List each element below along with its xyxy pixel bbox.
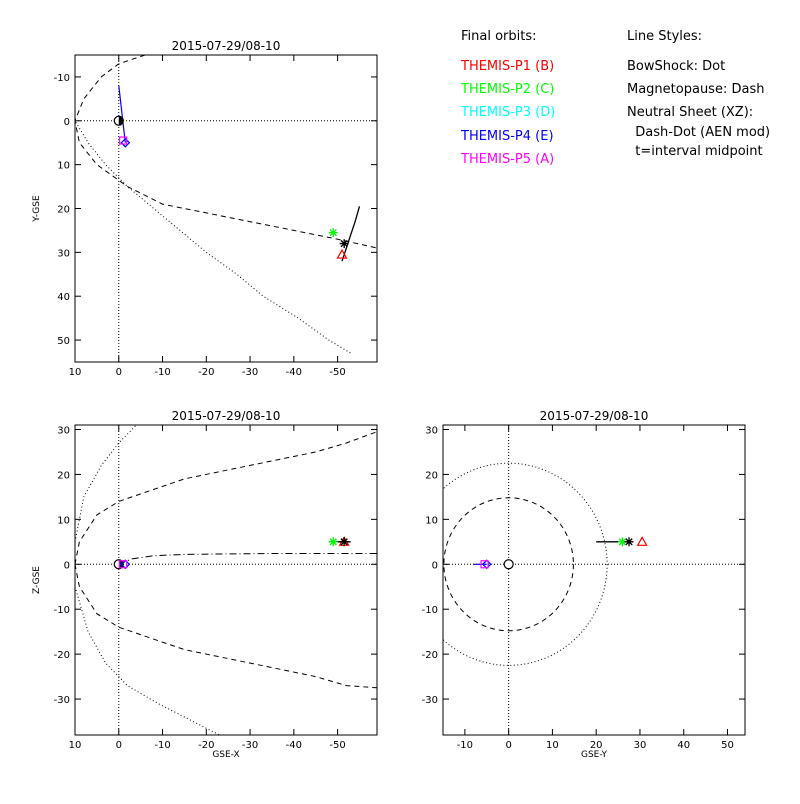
legend-style-bowshock: BowShock: Dot	[627, 59, 725, 74]
x-tick-label: -10	[154, 367, 170, 378]
legend-probe-p5: THEMIS-P5 (A)	[460, 152, 554, 167]
y-tick-label: 0	[432, 560, 438, 571]
y-tick-label: -30	[422, 695, 438, 706]
curve-bow-shock-south	[75, 586, 220, 735]
plot-panels: 10 0 -10 -20 -30 -40 -50 -10 0 10 20 30 40 50 2015-07-…	[32, 39, 746, 760]
legend-probe-p4: THEMIS-P4 (E)	[460, 129, 554, 144]
x-tick-label: -30	[242, 367, 258, 378]
x-axis-title: GSE-X	[212, 750, 239, 760]
y-tick-label: 0	[64, 117, 70, 128]
legend-probe-p3: THEMIS-P3 (D)	[460, 105, 555, 120]
panel-plot-area	[75, 55, 377, 362]
x-tick-label: -30	[242, 740, 258, 751]
legend-style-midpoint: t=interval midpoint	[627, 144, 763, 159]
panel-title: 2015-07-29/08-10	[172, 409, 281, 423]
y-tick-label: 0	[64, 560, 70, 571]
earth-symbol	[113, 115, 124, 126]
legend-style-dashdot: Dash-Dot (AEN mod)	[627, 125, 770, 140]
x-tick-label: -20	[198, 740, 214, 751]
panel-title: 2015-07-29/08-10	[172, 39, 281, 53]
marker-p2	[328, 537, 338, 547]
y-tick-label: 10	[425, 515, 438, 526]
x-tick-label: 10	[69, 367, 82, 378]
legend-orbits-header: Final orbits:	[461, 29, 537, 44]
legend-style-magnetopause: Magnetopause: Dash	[627, 82, 764, 97]
panel-2: 10 0 -10 -20 -30 -40 -50 -30 -20 -10 0 10 20 30 2015-0…	[32, 409, 378, 760]
x-tick-label: 10	[546, 740, 559, 751]
earth-symbol	[503, 559, 514, 570]
x-tick-label: -10	[154, 740, 170, 751]
y-tick-label: -20	[54, 650, 70, 661]
panel-plot-area	[443, 425, 745, 735]
panel-1: 10 0 -10 -20 -30 -40 -50 -10 0 10 20 30 40 50 2015-07-…	[32, 39, 378, 378]
x-tick-label: 40	[677, 740, 690, 751]
y-tick-label: -10	[422, 605, 438, 616]
x-tick-label: 0	[116, 740, 122, 751]
marker-p5	[119, 136, 128, 145]
legend-probe-p2: THEMIS-P2 (C)	[460, 82, 554, 97]
curve-orbit-p1	[341, 206, 361, 262]
x-tick-label: 0	[505, 740, 511, 751]
y-tick-label: 50	[57, 336, 70, 347]
x-tick-label: -50	[329, 740, 345, 751]
marker-p1-orbit-marker	[624, 537, 634, 547]
probe-orbit-tail	[118, 85, 126, 143]
legend-style-neutral-sheet: Neutral Sheet (XZ):	[627, 105, 753, 120]
y-tick-label: 40	[57, 292, 70, 303]
curve-magnetopause-south	[75, 564, 377, 689]
marker-p1-orbit-marker	[339, 537, 349, 547]
y-tick-label: -30	[54, 695, 70, 706]
boundary-magnetopause	[443, 497, 574, 632]
marker-p4	[120, 137, 131, 148]
curve-neutral-sheet	[118, 553, 377, 565]
x-tick-label: 0	[116, 367, 122, 378]
y-tick-label: -20	[422, 650, 438, 661]
y-tick-label: 30	[57, 425, 70, 436]
y-axis-title: Z-GSE	[32, 566, 42, 594]
x-tick-label: 50	[721, 740, 734, 751]
marker-p1	[636, 536, 648, 546]
marker-p2	[617, 537, 627, 547]
y-tick-label: 20	[425, 470, 438, 481]
marker-p1	[336, 248, 348, 259]
y-tick-label: 30	[425, 425, 438, 436]
boundary-bow-shock	[443, 462, 608, 666]
marker-p2	[328, 228, 338, 238]
plot-frame	[74, 424, 378, 736]
y-axis-title: Y-GSE	[32, 195, 42, 223]
y-tick-label: -10	[54, 73, 70, 84]
marker-p1-orbit-marker	[339, 239, 349, 249]
x-tick-label: -10	[457, 740, 473, 751]
y-tick-label: 10	[57, 515, 70, 526]
marker-p5	[480, 560, 489, 569]
curve-magnetopause	[75, 55, 377, 249]
legend-probe-p1: THEMIS-P1 (B)	[460, 59, 554, 74]
panel-3: -10 0 10 20 30 40 50 -30 -20 -10 0 10 20 30 2015-07-29…	[422, 409, 746, 760]
x-tick-label: 20	[590, 740, 603, 751]
plot-frame	[442, 424, 746, 736]
x-tick-label: -50	[329, 367, 345, 378]
x-tick-label: 10	[69, 740, 82, 751]
panel-plot-area	[75, 425, 377, 735]
legend-styles-header: Line Styles:	[627, 29, 702, 44]
curve-bow-shock-north	[75, 425, 137, 542]
y-tick-label: 30	[57, 248, 70, 259]
x-tick-label: 30	[634, 740, 647, 751]
x-axis-title: GSE-Y	[581, 750, 608, 760]
x-tick-label: -40	[286, 367, 302, 378]
legend: Final orbits: THEMIS-P1 (B) THEMIS-P2 (C…	[460, 29, 770, 167]
marker-p5	[119, 560, 128, 569]
y-tick-label: 10	[57, 161, 70, 172]
panel-title: 2015-07-29/08-10	[540, 409, 649, 423]
y-tick-label: 20	[57, 205, 70, 216]
x-tick-label: -40	[286, 740, 302, 751]
y-tick-label: 20	[57, 470, 70, 481]
x-tick-label: -20	[198, 367, 214, 378]
y-tick-label: -10	[54, 605, 70, 616]
curve-magnetopause-north	[75, 431, 377, 565]
